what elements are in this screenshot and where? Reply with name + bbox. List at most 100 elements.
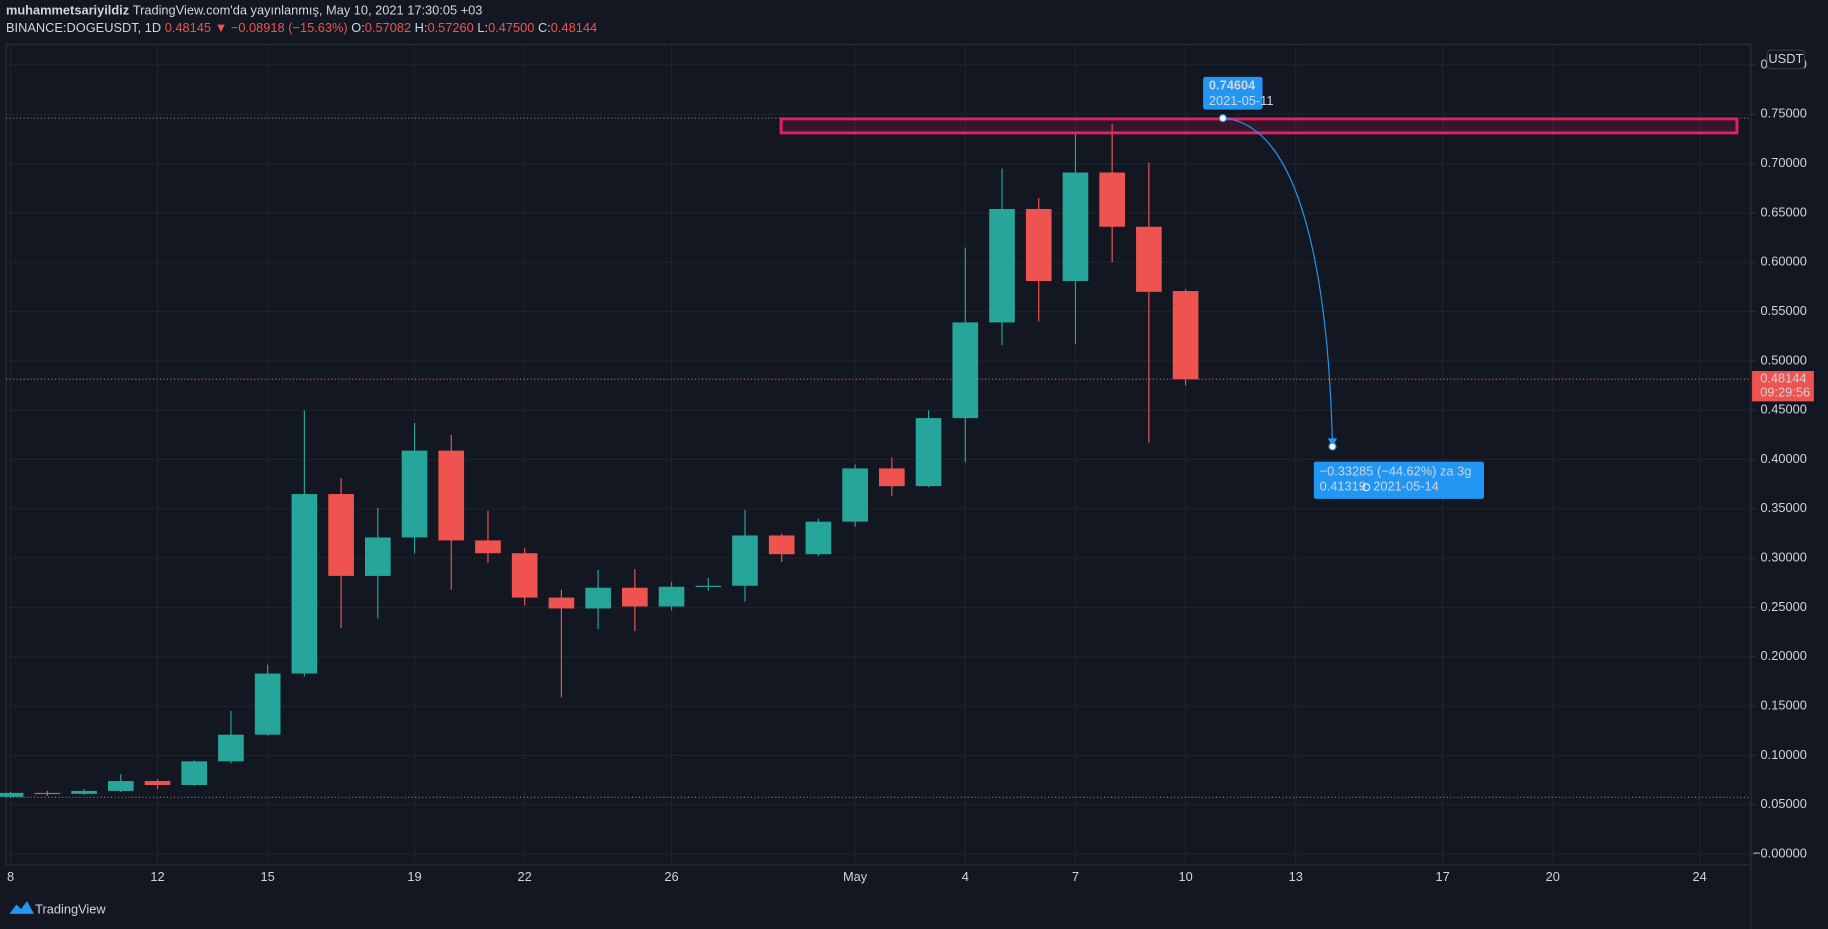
candle-body	[511, 553, 538, 598]
candle-body	[0, 792, 24, 797]
header-line-2: BINANCE:DOGEUSDT, 1D 0.48145 ▼ −0.08918 …	[6, 21, 597, 36]
y-tick-label: −0.00000	[1753, 845, 1807, 860]
x-tick-label: 7	[1072, 869, 1079, 884]
label-box	[1203, 76, 1263, 110]
candle-body	[548, 597, 575, 609]
end-date: 2021-05-14	[1373, 479, 1439, 494]
candle-body	[291, 494, 318, 674]
candle-body	[71, 790, 97, 794]
header-line-1: muhammetsariyildiz TradingView.com'da ya…	[6, 3, 482, 18]
candle-body	[1136, 226, 1162, 292]
candle-body	[107, 781, 134, 791]
candle-body	[144, 781, 171, 786]
y-tick-label: 0.20000	[1761, 648, 1807, 663]
candle-body	[1025, 209, 1052, 282]
x-tick-label: 8	[7, 869, 14, 884]
x-tick-label: 22	[518, 869, 532, 884]
x-tick-label: 19	[407, 869, 421, 884]
y-tick-label: 0.55000	[1761, 303, 1807, 318]
last: 0.48145	[165, 21, 211, 36]
projection-arrow	[1222, 117, 1334, 447]
label-box	[1313, 461, 1484, 499]
x-tick-label: 17	[1435, 869, 1449, 884]
y-tick-label: 0.15000	[1761, 697, 1807, 712]
y-tick-label: 0.75000	[1761, 106, 1807, 121]
candle-body	[989, 209, 1015, 323]
candle-body	[438, 450, 465, 541]
anchor-point	[1328, 442, 1337, 451]
currency-box	[1766, 49, 1806, 70]
candle-body	[695, 585, 722, 587]
y-tick-label: 0.10000	[1761, 747, 1807, 762]
candles	[0, 124, 1199, 798]
l-value: 0.47500	[488, 21, 534, 36]
c-label: C:	[538, 21, 551, 36]
candle-body	[1172, 291, 1199, 380]
end-value: 0.41319	[1320, 479, 1366, 494]
countdown: 09:29:56	[1760, 385, 1810, 400]
start-value: 0.74604	[1209, 78, 1256, 93]
o-value: 0.57082	[365, 21, 411, 36]
y-tick-label: 0.65000	[1761, 204, 1807, 219]
start-date: 2021-05-11	[1209, 93, 1274, 108]
candle-body	[732, 535, 758, 586]
brand-logo	[9, 901, 34, 914]
y-tick-label: 0.25000	[1761, 599, 1807, 614]
symbol: BINANCE:DOGEUSDT, 1D	[6, 21, 161, 36]
x-tick-label: 4	[962, 869, 969, 884]
x-tick-label: 24	[1692, 869, 1706, 884]
candle-body	[254, 673, 281, 735]
x-tick-label: 12	[150, 869, 164, 884]
c-value: 0.48144	[551, 21, 597, 36]
candle-body	[1062, 172, 1089, 282]
highlight-box	[779, 117, 1739, 135]
y-tick-label: 0.45000	[1761, 402, 1807, 417]
y-tick-label: 0.60000	[1761, 254, 1807, 269]
price-tag-value: 0.48144	[1760, 371, 1806, 386]
candle-body	[622, 587, 648, 607]
x-tick-label: 15	[261, 869, 275, 884]
y-tick-label: 0.30000	[1761, 550, 1807, 565]
h-value: 0.57260	[428, 21, 474, 36]
o-label: O:	[351, 21, 365, 36]
candle-body	[805, 521, 832, 555]
author: muhammetsariyildiz	[6, 3, 129, 18]
price-tag	[1752, 371, 1814, 402]
projection-change: −0.33285 (−44.62%) za 3g	[1320, 463, 1472, 478]
x-tick-label: May	[843, 869, 868, 884]
x-tick-label: 10	[1178, 869, 1192, 884]
candle-body	[328, 494, 354, 576]
candle-body	[585, 587, 611, 609]
candle-body	[1099, 172, 1125, 227]
candle-body	[768, 535, 795, 555]
brand: TradingView	[35, 902, 106, 917]
candle-body	[401, 450, 428, 538]
y-tick-label: 0.35000	[1761, 500, 1807, 515]
y-tick-label: 0.40000	[1761, 451, 1807, 466]
candle-body	[34, 792, 61, 795]
l-label: L:	[477, 21, 488, 36]
currency: USDT	[1768, 51, 1803, 66]
change: ▼ −0.08918 (−15.63%)	[215, 21, 348, 36]
candle-body	[952, 322, 979, 419]
clock-icon	[1362, 483, 1371, 492]
anchor-point	[1218, 114, 1227, 123]
candle-body	[658, 586, 685, 607]
candle-body	[218, 734, 244, 762]
x-tick-label: 13	[1289, 869, 1303, 884]
candle-body	[879, 468, 905, 487]
candle-body	[364, 537, 391, 576]
y-tick-label: 0.70000	[1761, 155, 1807, 170]
y-tick-label: 0.05000	[1761, 796, 1807, 811]
candle-body	[475, 540, 501, 554]
x-tick-label: 20	[1546, 869, 1560, 884]
y-tick-label: 0.50000	[1761, 352, 1807, 367]
x-tick-label: 26	[664, 869, 678, 884]
candle-body	[181, 761, 208, 786]
candle-body	[915, 418, 942, 487]
published: TradingView.com'da yayınlanmış, May 10, …	[133, 3, 483, 18]
